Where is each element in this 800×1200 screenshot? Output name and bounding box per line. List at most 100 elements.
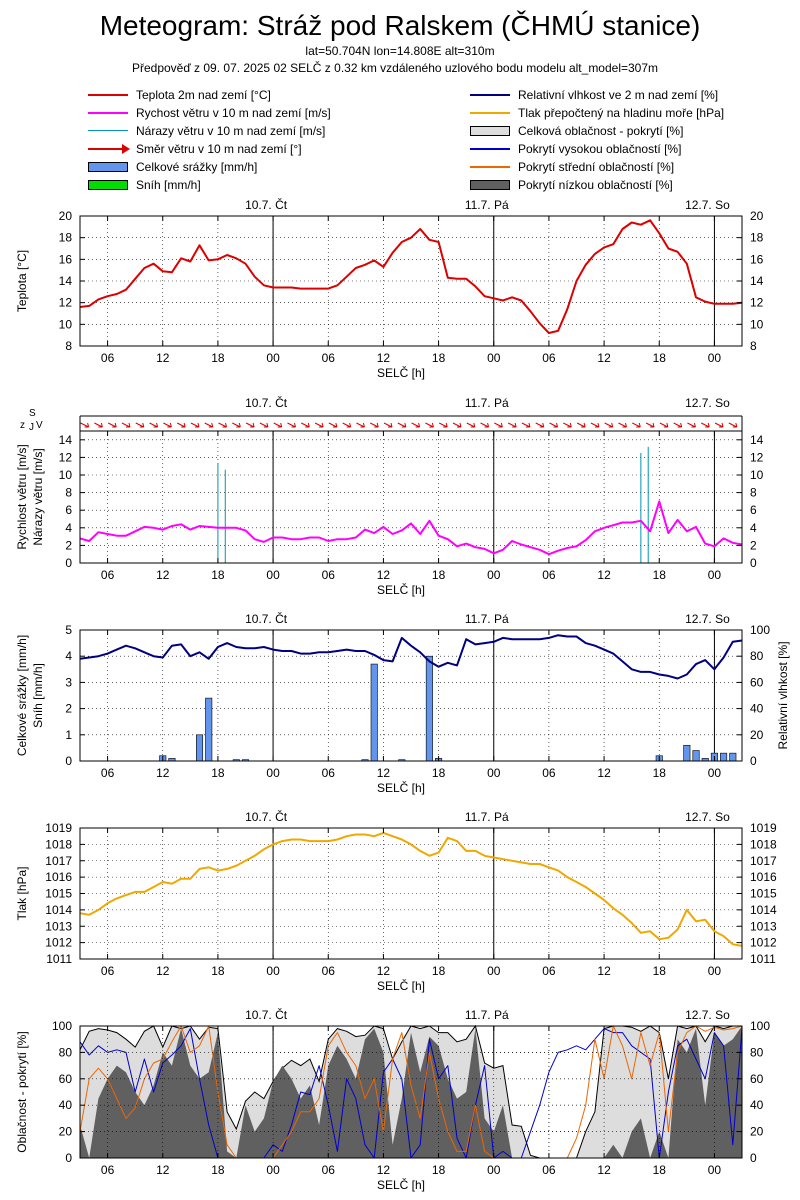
- arrow-label-z: z: [20, 420, 25, 431]
- day-label: 12.7. So: [685, 810, 730, 824]
- precip-bar: [683, 744, 691, 762]
- wind-direction-arrow: [687, 422, 696, 428]
- y2-tick-label: 2: [750, 538, 757, 552]
- x-tick-label: 18: [653, 351, 667, 365]
- legend-label: Pokrytí střední oblačností [%]: [518, 160, 675, 174]
- legend-symbol: [88, 89, 128, 101]
- legend-label: Pokrytí vysokou oblačností [%]: [518, 142, 682, 156]
- day-label: 12.7. So: [685, 1008, 730, 1022]
- y-tick-label: 1015: [45, 887, 72, 901]
- legend-label: Směr větru v 10 m nad zemí [°]: [136, 142, 302, 156]
- x-axis-label: SELČ [h]: [377, 365, 425, 380]
- x-axis-label: SELČ [h]: [377, 978, 425, 993]
- y-tick-label: 8: [65, 339, 72, 353]
- y2-tick-label: 1018: [750, 837, 777, 851]
- legend-symbol: [470, 179, 510, 191]
- day-label: 10.7. Čt: [245, 809, 288, 824]
- legend: Teplota 2m nad zemí [°C] Rychost větru v …: [0, 86, 800, 192]
- wind-direction-arrow: [425, 422, 434, 428]
- x-tick-label: 12: [377, 1163, 391, 1177]
- y2-tick-label: 18: [750, 231, 764, 245]
- wind-direction-arrow: [576, 422, 586, 428]
- y-tick-label: 12: [59, 450, 73, 464]
- x-axis-label: SELČ [h]: [377, 1177, 425, 1192]
- x-tick-label: 12: [377, 964, 391, 978]
- day-label: 11.7. Pá: [465, 810, 509, 824]
- x-tick-label: 18: [432, 351, 446, 365]
- wind-direction-arrow: [590, 422, 600, 428]
- y2-tick-label: 1019: [750, 821, 777, 835]
- legend-symbol: [470, 107, 510, 119]
- x-tick-label: 12: [597, 766, 611, 780]
- y-tick-label: 80: [59, 1045, 73, 1059]
- legend-symbol: [470, 161, 510, 173]
- legend-symbol: [470, 143, 510, 155]
- legend-label: Relativní vlhkost ve 2 m nad zemí [%]: [518, 88, 719, 102]
- x-tick-label: 00: [708, 766, 722, 780]
- x-tick-label: 12: [156, 568, 170, 582]
- y-axis-label: Rychlost větru [m/s]: [15, 444, 29, 549]
- wind-direction-arrow: [301, 422, 310, 428]
- y-tick-label: 6: [65, 503, 72, 517]
- x-tick-label: 00: [708, 964, 722, 978]
- x-tick-label: 18: [432, 1163, 446, 1177]
- legend-item: Pokrytí nízkou oblačností [%]: [470, 176, 673, 194]
- wind-direction-arrow: [397, 422, 407, 428]
- x-tick-label: 18: [432, 568, 446, 582]
- chart-title: Meteogram: Stráž pod Ralskem (ČHMÚ stani…: [99, 10, 701, 41]
- day-label: 10.7. Čt: [245, 611, 288, 626]
- plot-frame: [79, 1025, 743, 1159]
- x-tick-label: 18: [653, 568, 667, 582]
- y2-tick-label: 14: [750, 274, 764, 288]
- precip-bar: [729, 752, 737, 762]
- wind-direction-arrow: [563, 422, 572, 428]
- x-axis-label: SELČ [h]: [377, 780, 425, 795]
- temperature-line: [79, 219, 743, 334]
- x-tick-label: 00: [266, 766, 280, 780]
- wind-direction-arrow: [259, 422, 269, 428]
- x-tick-label: 18: [432, 964, 446, 978]
- day-label: 11.7. Pá: [465, 198, 509, 212]
- day-label: 12.7. So: [685, 396, 730, 410]
- y2-tick-label: 10: [750, 317, 764, 331]
- x-tick-label: 06: [542, 351, 556, 365]
- legend-label: Celková oblačnost - pokrytí [%]: [518, 124, 684, 138]
- y-axis-label-2: Nárazy větru [m/s]: [31, 448, 45, 545]
- legend-label: Nárazy větru v 10 m nad zemí [m/s]: [136, 124, 326, 138]
- y2-tick-label: 0: [750, 1151, 757, 1165]
- location-line: lat=50.704N lon=14.808E alt=310m: [305, 44, 495, 58]
- wind-direction-arrow: [700, 422, 710, 428]
- y-tick-label: 16: [59, 252, 73, 266]
- legend-item: Rychost větru v 10 m nad zemí [m/s]: [88, 104, 331, 122]
- legend-symbol: [88, 143, 130, 155]
- y2-tick-label: 80: [750, 1045, 764, 1059]
- low-cloud-area: [80, 1026, 742, 1158]
- y2-tick-label: 1017: [750, 854, 777, 868]
- y-tick-label: 3: [65, 675, 72, 689]
- arrow-label-s: S: [29, 408, 36, 419]
- y-tick-label: 1014: [45, 903, 72, 917]
- y-tick-label: 0: [65, 556, 72, 570]
- y2-tick-label: 100: [750, 623, 770, 637]
- y-tick-label: 1: [65, 728, 72, 742]
- humidity-line: [79, 634, 743, 680]
- y-tick-label: 18: [59, 231, 73, 245]
- legend-symbol: [88, 125, 128, 137]
- y2-tick-label: 100: [750, 1019, 770, 1033]
- y2-tick-label: 8: [750, 486, 757, 500]
- wind-direction-arrow: [342, 422, 352, 428]
- x-tick-label: 00: [266, 1163, 280, 1177]
- x-tick-label: 18: [211, 766, 225, 780]
- day-label: 10.7. Čt: [245, 197, 288, 212]
- y-tick-label: 10: [59, 317, 73, 331]
- y-tick-label: 2: [65, 538, 72, 552]
- y-tick-label: 1013: [45, 919, 72, 933]
- x-tick-label: 06: [542, 568, 556, 582]
- legend-item: Sníh [mm/h]: [88, 176, 201, 194]
- x-tick-label: 00: [487, 568, 501, 582]
- x-tick-label: 12: [156, 351, 170, 365]
- y2-tick-label: 1013: [750, 919, 777, 933]
- y-tick-label: 12: [59, 296, 73, 310]
- x-tick-label: 18: [211, 1163, 225, 1177]
